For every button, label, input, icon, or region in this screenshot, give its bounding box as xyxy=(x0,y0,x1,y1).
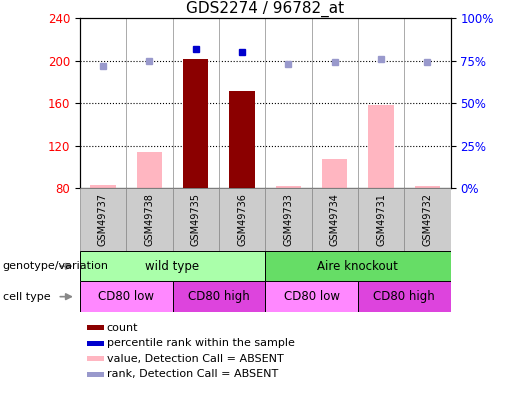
Bar xyxy=(80,251,265,281)
Text: GSM49735: GSM49735 xyxy=(191,193,201,246)
Bar xyxy=(368,105,394,188)
Text: wild type: wild type xyxy=(145,260,200,273)
Text: GSM49736: GSM49736 xyxy=(237,193,247,246)
Bar xyxy=(173,188,219,251)
Bar xyxy=(87,325,104,330)
Bar xyxy=(358,188,404,251)
Text: Aire knockout: Aire knockout xyxy=(317,260,399,273)
Bar xyxy=(415,186,440,188)
Text: GSM49738: GSM49738 xyxy=(144,193,154,246)
Text: cell type: cell type xyxy=(3,292,50,302)
Bar xyxy=(126,188,173,251)
Bar xyxy=(265,188,312,251)
Title: GDS2274 / 96782_at: GDS2274 / 96782_at xyxy=(186,1,345,17)
Text: GSM49732: GSM49732 xyxy=(422,193,433,246)
Bar xyxy=(322,158,348,188)
Text: CD80 high: CD80 high xyxy=(188,290,250,303)
Bar xyxy=(265,251,451,281)
Text: count: count xyxy=(107,322,138,333)
Bar xyxy=(183,59,209,188)
Bar xyxy=(276,186,301,188)
Bar xyxy=(173,281,265,312)
Bar xyxy=(312,188,358,251)
Bar xyxy=(87,356,104,361)
Bar xyxy=(90,185,116,188)
Bar xyxy=(404,188,451,251)
Text: CD80 low: CD80 low xyxy=(284,290,339,303)
Bar xyxy=(265,281,358,312)
Text: value, Detection Call = ABSENT: value, Detection Call = ABSENT xyxy=(107,354,283,364)
Text: genotype/variation: genotype/variation xyxy=(3,261,109,271)
Text: CD80 high: CD80 high xyxy=(373,290,435,303)
Text: GSM49734: GSM49734 xyxy=(330,193,340,246)
Bar xyxy=(358,281,451,312)
Text: GSM49733: GSM49733 xyxy=(283,193,294,246)
Bar xyxy=(80,281,173,312)
Bar xyxy=(229,91,255,188)
Text: GSM49737: GSM49737 xyxy=(98,193,108,246)
Text: percentile rank within the sample: percentile rank within the sample xyxy=(107,338,295,348)
Bar xyxy=(87,372,104,377)
Text: GSM49731: GSM49731 xyxy=(376,193,386,246)
Bar xyxy=(219,188,265,251)
Text: rank, Detection Call = ABSENT: rank, Detection Call = ABSENT xyxy=(107,369,278,379)
Bar xyxy=(136,152,162,188)
Bar xyxy=(87,341,104,346)
Text: CD80 low: CD80 low xyxy=(98,290,154,303)
Bar xyxy=(80,188,126,251)
